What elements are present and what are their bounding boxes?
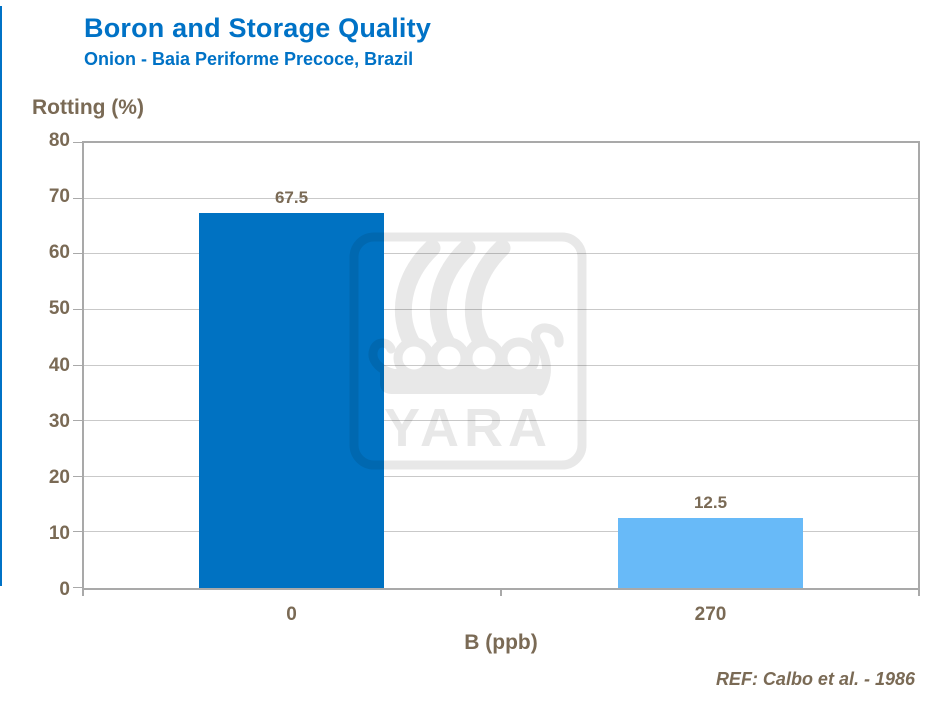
y-tick-label: 60 <box>48 242 70 264</box>
bar-270ppb[interactable] <box>618 518 803 588</box>
x-axis-title: B (ppb) <box>464 631 538 654</box>
chart-title: Boron and Storage Quality <box>84 13 432 43</box>
y-tick-mark <box>73 364 82 366</box>
reference-citation: REF: Calbo et al. - 1986 <box>715 669 915 689</box>
y-tick-mark <box>73 531 82 533</box>
chart-subtitle: Onion - Baia Periforme Precoce, Brazil <box>84 49 414 69</box>
bar-0ppb[interactable] <box>199 212 384 588</box>
y-tick-label: 0 <box>59 579 70 600</box>
y-axis-title: Rotting (%) <box>32 96 144 119</box>
bar-value-label: 12.5 <box>693 493 728 513</box>
y-tick-label: 30 <box>48 410 70 432</box>
plot-area: 67.5 12.5 <box>73 141 920 596</box>
gridline <box>84 531 918 533</box>
y-tick-label: 40 <box>48 354 70 376</box>
y-tick-label: 70 <box>48 186 70 208</box>
y-tick-mark <box>73 475 82 477</box>
left-edge-accent-strip <box>0 6 2 586</box>
y-tick-mark <box>73 308 82 310</box>
x-tick-mark <box>82 588 84 596</box>
y-tick-mark <box>73 253 82 255</box>
gridline <box>84 475 918 477</box>
bar-value-label: 67.5 <box>274 187 309 207</box>
x-tick-mark <box>918 588 920 596</box>
y-tick-mark <box>73 420 82 422</box>
x-category-label: 270 <box>694 604 727 625</box>
y-tick-label: 10 <box>48 522 70 544</box>
y-tick-mark <box>73 142 82 143</box>
y-tick-label: 50 <box>48 298 70 320</box>
y-axis-tick-labels: 80 70 60 50 40 30 20 10 0 <box>0 131 70 600</box>
bar-group-270ppb: 12.5 <box>618 143 803 588</box>
y-tick-mark <box>73 197 82 199</box>
bar-group-0ppb: 67.5 <box>199 143 384 588</box>
y-tick-label: 80 <box>48 130 70 151</box>
y-tick-label: 20 <box>48 466 70 488</box>
y-tick-mark <box>73 587 82 588</box>
x-tick-mark <box>500 588 502 596</box>
gridline <box>84 197 918 199</box>
x-category-label: 0 <box>286 604 297 625</box>
x-axis-category-labels: 0 270 <box>84 604 918 628</box>
